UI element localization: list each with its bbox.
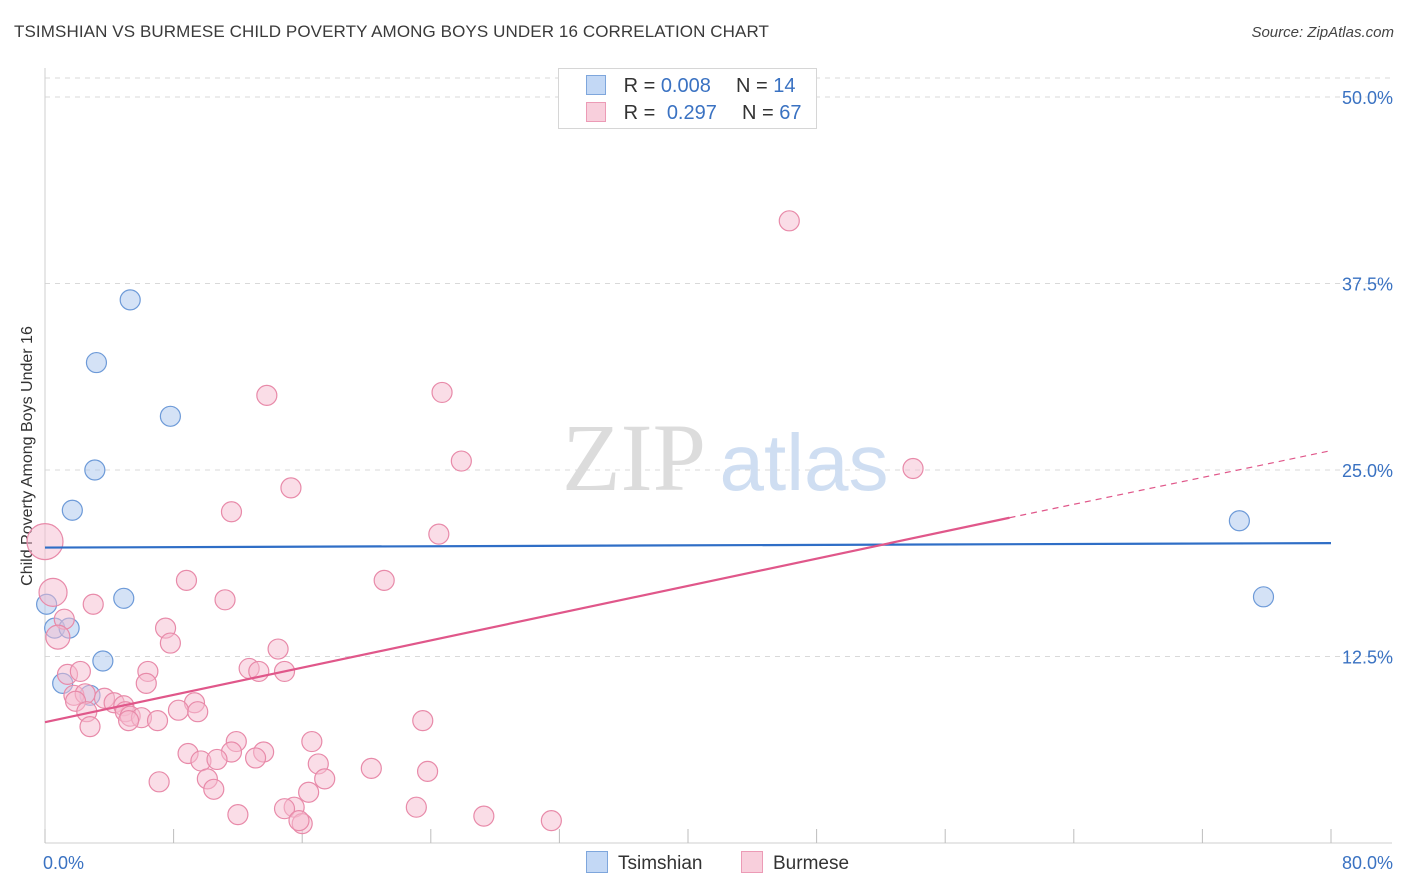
r-label: R =: [623, 75, 656, 97]
burmese-point[interactable]: [45, 624, 71, 650]
legend-row-tsimshian: R = 0.008 N = 14: [586, 75, 796, 99]
burmese-point[interactable]: [214, 589, 236, 611]
burmese-point[interactable]: [26, 523, 64, 561]
tsimshian-point[interactable]: [84, 459, 106, 481]
tsimshian-point[interactable]: [159, 405, 181, 427]
tsimshian-trend-line: [44, 542, 1332, 549]
y-tick-label: 12.5%: [1342, 648, 1393, 668]
n-value: 14: [773, 75, 796, 97]
burmese-point[interactable]: [135, 672, 157, 694]
y-tick-label: 50.0%: [1342, 88, 1393, 108]
chart-title: TSIMSHIAN VS BURMESE CHILD POVERTY AMONG…: [14, 22, 770, 41]
burmese-point[interactable]: [301, 730, 323, 753]
burmese-swatch: [586, 102, 606, 122]
burmese-point[interactable]: [412, 710, 434, 732]
burmese-point[interactable]: [256, 384, 278, 406]
legend-row-burmese: R = 0.297 N = 67: [586, 102, 802, 126]
burmese-point[interactable]: [373, 569, 395, 592]
burmese-point[interactable]: [405, 796, 427, 818]
watermark-zip: ZIP: [562, 404, 706, 511]
tsimshian-point[interactable]: [92, 650, 114, 672]
correlation-legend: R = 0.008 N = 14 R = 0.297 N = 67: [558, 68, 817, 129]
burmese-point[interactable]: [540, 810, 562, 832]
n-label: N =: [736, 75, 768, 97]
burmese-point[interactable]: [360, 757, 382, 780]
burmese-point[interactable]: [159, 632, 181, 654]
n-label: N =: [742, 102, 774, 124]
burmese-point[interactable]: [175, 569, 198, 592]
burmese-trend-line: [44, 516, 1010, 724]
legend-item-tsimshian[interactable]: Tsimshian: [586, 851, 702, 875]
burmese-point[interactable]: [79, 716, 101, 738]
legend-item-burmese[interactable]: Burmese: [741, 851, 849, 875]
tsimshian-label: Tsimshian: [618, 853, 703, 874]
burmese-point[interactable]: [273, 798, 296, 820]
burmese-point[interactable]: [902, 457, 924, 480]
burmese-point[interactable]: [220, 501, 243, 523]
axes: [44, 68, 1392, 844]
tsimshian-point[interactable]: [113, 587, 135, 609]
burmese-point[interactable]: [314, 768, 336, 790]
tsimshian-point[interactable]: [85, 351, 108, 374]
burmese-label: Burmese: [773, 853, 850, 874]
tsimshian-point[interactable]: [61, 499, 83, 521]
burmese-point[interactable]: [227, 804, 249, 826]
burmese-point[interactable]: [280, 477, 302, 499]
r-value: 0.297: [666, 102, 717, 124]
burmese-point[interactable]: [778, 210, 800, 232]
burmese-point[interactable]: [298, 781, 320, 803]
x-tick-labels: 0.0% 80.0%: [43, 853, 1393, 873]
r-value: 0.008: [660, 75, 711, 97]
burmese-point[interactable]: [416, 760, 439, 782]
burmese-point[interactable]: [428, 523, 450, 545]
burmese-point[interactable]: [167, 699, 190, 721]
burmese-point[interactable]: [267, 638, 289, 660]
x-tick-label-max: 80.0%: [1342, 853, 1393, 873]
tsimshian-point[interactable]: [1252, 586, 1275, 608]
watermark-atlas: atlas: [720, 418, 889, 507]
watermark: ZIP atlas: [562, 404, 888, 511]
burmese-point[interactable]: [146, 710, 169, 732]
burmese-point[interactable]: [431, 381, 453, 404]
burmese-point[interactable]: [288, 810, 310, 832]
data-points: [26, 210, 1275, 835]
burmese-point[interactable]: [203, 778, 225, 800]
burmese-trend-extension: [1009, 450, 1332, 519]
y-tick-labels: 12.5% 25.0% 37.5% 50.0%: [1342, 88, 1393, 668]
burmese-point[interactable]: [148, 771, 170, 793]
tsimshian-point[interactable]: [1228, 510, 1250, 532]
x-tick-label-min: 0.0%: [43, 853, 84, 873]
y-tick-label: 25.0%: [1342, 461, 1393, 481]
burmese-point[interactable]: [69, 660, 91, 683]
source-label: Source: ZipAtlas.com: [1251, 24, 1394, 41]
n-value: 67: [779, 102, 802, 124]
burmese-point[interactable]: [187, 701, 209, 723]
tsimshian-swatch: [586, 75, 606, 95]
gridlines: [45, 77, 1392, 657]
burmese-point[interactable]: [82, 593, 104, 615]
burmese-point[interactable]: [38, 577, 68, 607]
burmese-point[interactable]: [206, 748, 228, 771]
trend-lines: [44, 450, 1332, 724]
tsimshian-swatch: [586, 851, 608, 873]
r-label: R =: [623, 102, 656, 124]
burmese-point[interactable]: [450, 450, 472, 472]
burmese-swatch: [741, 851, 763, 873]
tsimshian-point[interactable]: [119, 289, 141, 311]
burmese-point[interactable]: [117, 710, 140, 732]
y-tick-label: 37.5%: [1342, 275, 1393, 295]
burmese-point[interactable]: [244, 747, 267, 769]
burmese-point[interactable]: [473, 805, 495, 827]
